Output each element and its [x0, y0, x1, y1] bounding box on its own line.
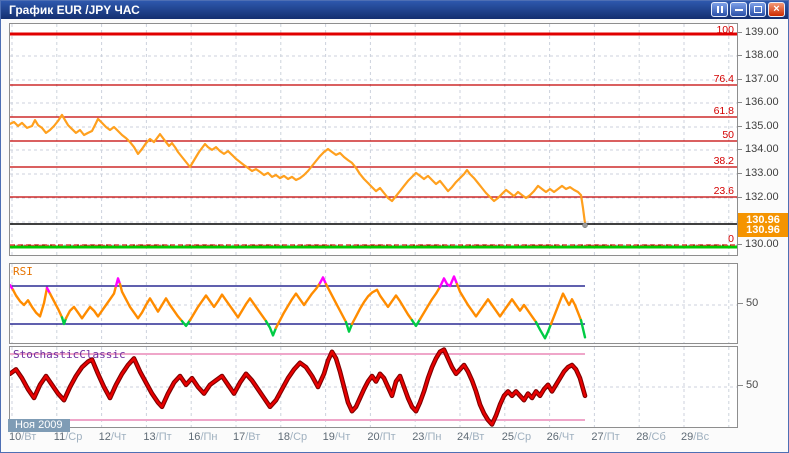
- price-axis-label: 130.00: [737, 238, 779, 250]
- month-badge: Ноя 2009: [8, 419, 70, 432]
- price-axis-label: 135.00: [737, 120, 779, 132]
- date-axis: 10/Вт 11/Ср 12/Чт 13/Пт 16/Пн 17/Вт 18/Ср 19/Чт…: [9, 431, 769, 447]
- pause-icon: [716, 6, 719, 13]
- price-axis-label: 138.00: [737, 49, 779, 61]
- window-title: График EUR /JPY ЧАС: [9, 3, 140, 17]
- stochastic-panel[interactable]: StochasticClassic: [9, 346, 738, 428]
- date-label: 13/Пт: [143, 431, 172, 443]
- date-label: 17/Вт: [233, 431, 261, 443]
- price-chart-svg[interactable]: 100 76.4 61.8 50 38.2 23.6 0: [10, 24, 737, 255]
- date-label: 18/Ср: [277, 431, 308, 443]
- rsi-chart-svg[interactable]: [10, 264, 737, 343]
- fib-label: 0: [728, 233, 734, 245]
- date-label: 10/Вт: [9, 431, 37, 443]
- fib-label: 50: [722, 129, 734, 141]
- rsi-panel[interactable]: RSI: [9, 263, 738, 344]
- date-label: 19/Чт: [322, 431, 351, 443]
- fib-label: 23.6: [714, 185, 735, 197]
- fib-label: 61.8: [714, 105, 735, 117]
- date-label: 27/Пт: [591, 431, 620, 443]
- current-price-badge-top: 130.96: [738, 213, 788, 224]
- close-icon: ×: [773, 3, 780, 15]
- date-label: 20/Пт: [367, 431, 396, 443]
- price-axis-label: 132.00: [737, 191, 779, 203]
- date-label: 11/Ср: [53, 431, 83, 443]
- fib-label: 38.2: [714, 155, 735, 167]
- price-axis-label: 133.00: [737, 167, 779, 179]
- maximize-button[interactable]: [749, 2, 766, 17]
- date-label: 26/Чт: [546, 431, 575, 443]
- stochastic-chart-svg[interactable]: [10, 347, 737, 427]
- minimize-icon: [734, 8, 743, 11]
- minimize-button[interactable]: [730, 2, 747, 17]
- date-label: 16/Пн: [188, 431, 218, 443]
- stochastic-axis-label-50: 50: [736, 379, 759, 391]
- price-axis-label: 134.00: [737, 143, 779, 155]
- window-buttons: ×: [711, 2, 785, 17]
- date-label: 12/Чт: [98, 431, 127, 443]
- fib-label: 76.4: [714, 73, 735, 85]
- title-bar[interactable]: График EUR /JPY ЧАС ×: [1, 1, 788, 19]
- date-label: 29/Вс: [681, 431, 710, 443]
- maximize-icon: [753, 6, 762, 13]
- price-axis-label: 137.00: [737, 73, 779, 85]
- price-chart-panel[interactable]: 100 76.4 61.8 50 38.2 23.6 0: [9, 23, 738, 256]
- fib-label: 100: [716, 24, 734, 36]
- current-price-badge: 130.96: [738, 224, 788, 237]
- price-axis-label: 136.00: [737, 96, 779, 108]
- rsi-axis-label-50: 50: [736, 297, 759, 309]
- date-label: 24/Вт: [457, 431, 485, 443]
- pause-button[interactable]: [711, 2, 728, 17]
- last-price-dot: [582, 222, 588, 229]
- date-label: 25/Ср: [501, 431, 532, 443]
- date-label: 23/Пн: [412, 431, 442, 443]
- price-axis-label: 139.00: [737, 26, 779, 38]
- close-button[interactable]: ×: [768, 2, 785, 17]
- date-label: 28/Сб: [636, 431, 666, 443]
